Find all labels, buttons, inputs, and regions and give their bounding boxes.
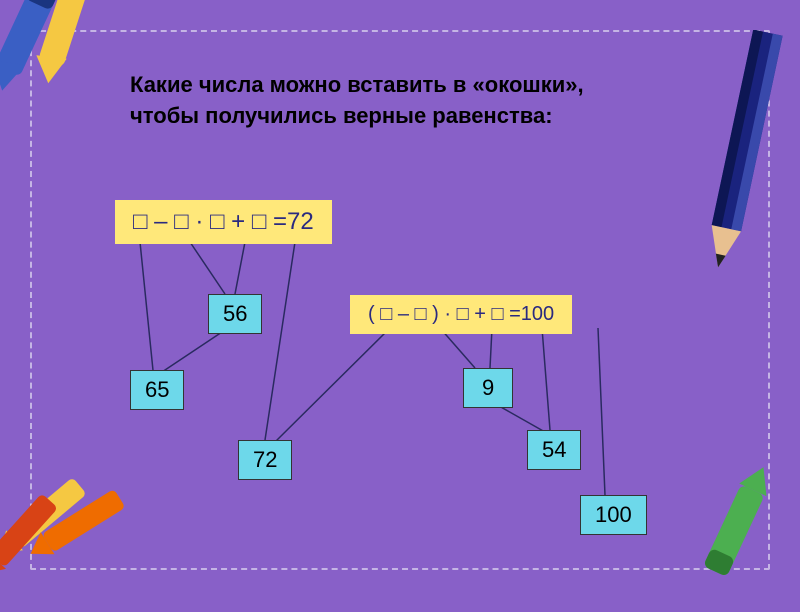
- box-56: 56: [208, 294, 262, 334]
- equation-2: ( □ – □ ) · □ + □ =100: [350, 295, 572, 334]
- box-100: 100: [580, 495, 647, 535]
- pencil-topright: [698, 30, 788, 280]
- crayons-bottomleft: [0, 460, 170, 600]
- box-9: 9: [463, 368, 513, 408]
- equation-1: □ – □ · □ + □ =72: [115, 200, 332, 244]
- crayon-yellow-topleft: [35, 0, 135, 110]
- title-text: Какие числа можно вставить в «окошки», ч…: [130, 70, 680, 132]
- title-line2: чтобы получились верные равенства:: [130, 101, 680, 132]
- title-line1: Какие числа можно вставить в «окошки»,: [130, 70, 680, 101]
- box-72: 72: [238, 440, 292, 480]
- box-54: 54: [527, 430, 581, 470]
- crayon-green-bottomright: [699, 462, 799, 612]
- box-65: 65: [130, 370, 184, 410]
